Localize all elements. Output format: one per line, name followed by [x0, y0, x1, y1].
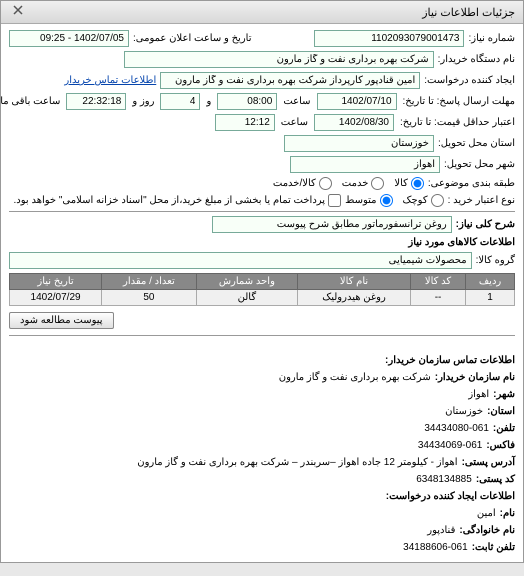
titlebar-title: جزئیات اطلاعات نیاز — [422, 6, 515, 19]
cat-service-option[interactable]: خدمت — [342, 177, 385, 190]
delivery-city-label: شهر محل تحویل: — [444, 159, 515, 170]
time-label-1: ساعت — [283, 96, 310, 107]
cat-service-radio[interactable] — [371, 177, 384, 190]
cell-date: 1402/07/29 — [10, 290, 102, 306]
contact-section-title: اطلاعات تماس سازمان خریدار: — [385, 352, 515, 369]
pt-small-label: کوچک — [403, 195, 428, 206]
validity-label: اعتبار حداقل قیمت: تا تاریخ: — [400, 117, 515, 128]
need-number-input[interactable] — [314, 30, 464, 47]
cat-goods-label: کالا — [394, 178, 408, 189]
need-title-label: شرح کلی نیاز: — [456, 219, 515, 230]
need-number-label: شماره نیاز: — [468, 33, 515, 44]
fname-label: نام: — [500, 505, 515, 522]
cat-goods-option[interactable]: کالا — [394, 177, 424, 190]
th-date: تاریخ نیاز — [10, 274, 102, 290]
pt-note-checkbox[interactable] — [328, 194, 341, 207]
delivery-city-input[interactable] — [290, 156, 440, 173]
pt-medium-label: متوسط — [345, 195, 376, 206]
items-section-label: اطلاعات کالاهای مورد نیاز — [9, 237, 515, 248]
city-label: شهر: — [493, 386, 515, 403]
phone-value: 34434080-061 — [424, 420, 489, 437]
lname-label: نام خانوادگی: — [459, 522, 515, 539]
category-label: طبقه بندی موضوعی: — [428, 178, 515, 189]
divider-1 — [9, 211, 515, 212]
table-row: 1 -- روغن هیدرولیک گالن 50 1402/07/29 — [10, 290, 515, 306]
need-title-input[interactable] — [212, 216, 452, 233]
cat-both-radio[interactable] — [319, 177, 332, 190]
pt-small-option[interactable]: کوچک — [403, 194, 444, 207]
cell-qty: 50 — [102, 290, 197, 306]
pt-note-group[interactable]: پرداخت تمام یا بخشی از مبلغ خرید،از محل … — [13, 194, 341, 207]
province-label: استان: — [487, 403, 515, 420]
close-icon[interactable] — [9, 5, 23, 19]
validity-date-input[interactable] — [314, 114, 394, 131]
th-name: نام کالا — [298, 274, 411, 290]
goods-group-label: گروه کالا: — [476, 255, 515, 266]
cell-code: -- — [411, 290, 466, 306]
address-label: آدرس پستی: — [462, 454, 515, 471]
pt-small-radio[interactable] — [431, 194, 444, 207]
validity-time-input[interactable] — [215, 114, 275, 131]
items-table: ردیف کد کالا نام کالا واحد شمارش تعداد /… — [9, 273, 515, 306]
pt-medium-radio[interactable] — [380, 194, 393, 207]
cell-n: 1 — [466, 290, 515, 306]
fax-label: فاکس: — [486, 437, 515, 454]
titlebar: جزئیات اطلاعات نیاز — [1, 1, 523, 24]
contact-section: اطلاعات تماس سازمان خریدار: نام سازمان خ… — [1, 346, 523, 562]
delivery-province-label: استان محل تحویل: — [438, 138, 515, 149]
public-datetime-input[interactable] — [9, 30, 129, 47]
days-input[interactable] — [160, 93, 200, 110]
cat-both-label: کالا/خدمت — [273, 178, 316, 189]
remaining-time-input[interactable] — [66, 93, 126, 110]
details-modal: جزئیات اطلاعات نیاز شماره نیاز: تاریخ و … — [0, 0, 524, 563]
reply-deadline-label: مهلت ارسال پاسخ: تا تاریخ: — [403, 96, 515, 107]
cat-service-label: خدمت — [342, 178, 369, 189]
category-radio-group: کالا خدمت کالا/خدمت — [273, 177, 424, 190]
cell-unit: گالن — [196, 290, 297, 306]
delivery-province-input[interactable] — [284, 135, 434, 152]
pt-note-label: پرداخت تمام یا بخشی از مبلغ خرید،از محل … — [13, 195, 325, 206]
requester-label: ایجاد کننده درخواست: — [424, 75, 515, 86]
days-label: روز و — [132, 96, 154, 107]
postal-value: 6348134885 — [416, 471, 472, 488]
rphone-label: تلفن ثابت: — [472, 539, 515, 556]
cat-goods-radio[interactable] — [411, 177, 424, 190]
attachment-button[interactable]: پیوست مطالعه شود — [9, 312, 114, 329]
fname-value: امین — [477, 505, 496, 522]
cat-both-option[interactable]: کالا/خدمت — [273, 177, 332, 190]
pt-medium-option[interactable]: متوسط — [345, 194, 392, 207]
requester-input[interactable] — [160, 72, 420, 89]
reply-time-input[interactable] — [217, 93, 277, 110]
city-value: اهواز — [468, 386, 489, 403]
org-value: شرکت بهره برداری نفت و گاز مارون — [279, 369, 431, 386]
purchase-type-label: نوع اعتبار خرید : — [448, 195, 515, 206]
lname-value: قنادپور — [427, 522, 455, 539]
phone-label: تلفن: — [493, 420, 515, 437]
postal-label: کد پستی: — [476, 471, 515, 488]
province-value: خوزستان — [445, 403, 483, 420]
th-unit: واحد شمارش — [196, 274, 297, 290]
org-label: نام سازمان خریدار: — [435, 369, 515, 386]
requester-section-title: اطلاعات ایجاد کننده درخواست: — [386, 488, 515, 505]
address-value: اهواز - کیلومتر 12 جاده اهواز –سربندر – … — [137, 454, 457, 471]
form-content: شماره نیاز: تاریخ و ساعت اعلان عمومی: نا… — [1, 24, 523, 346]
th-qty: تعداد / مقدار — [102, 274, 197, 290]
fax-value: 34434069-061 — [418, 437, 483, 454]
time-label-2: ساعت — [281, 117, 308, 128]
remaining-label: ساعت باقی مانده — [0, 96, 60, 107]
and-label: و — [206, 96, 211, 107]
rphone-value: 34188606-061 — [403, 539, 468, 556]
th-code: کد کالا — [411, 274, 466, 290]
reply-date-input[interactable] — [317, 93, 397, 110]
purchase-type-group: کوچک متوسط — [345, 194, 443, 207]
divider-2 — [9, 335, 515, 336]
buyer-contact-link[interactable]: اطلاعات تماس خریدار — [64, 75, 156, 86]
cell-name: روغن هیدرولیک — [298, 290, 411, 306]
buyer-org-input[interactable] — [124, 51, 434, 68]
buyer-org-label: نام دستگاه خریدار: — [438, 54, 515, 65]
goods-group-input[interactable] — [9, 252, 472, 269]
th-row: ردیف — [466, 274, 515, 290]
public-datetime-label: تاریخ و ساعت اعلان عمومی: — [133, 33, 252, 44]
